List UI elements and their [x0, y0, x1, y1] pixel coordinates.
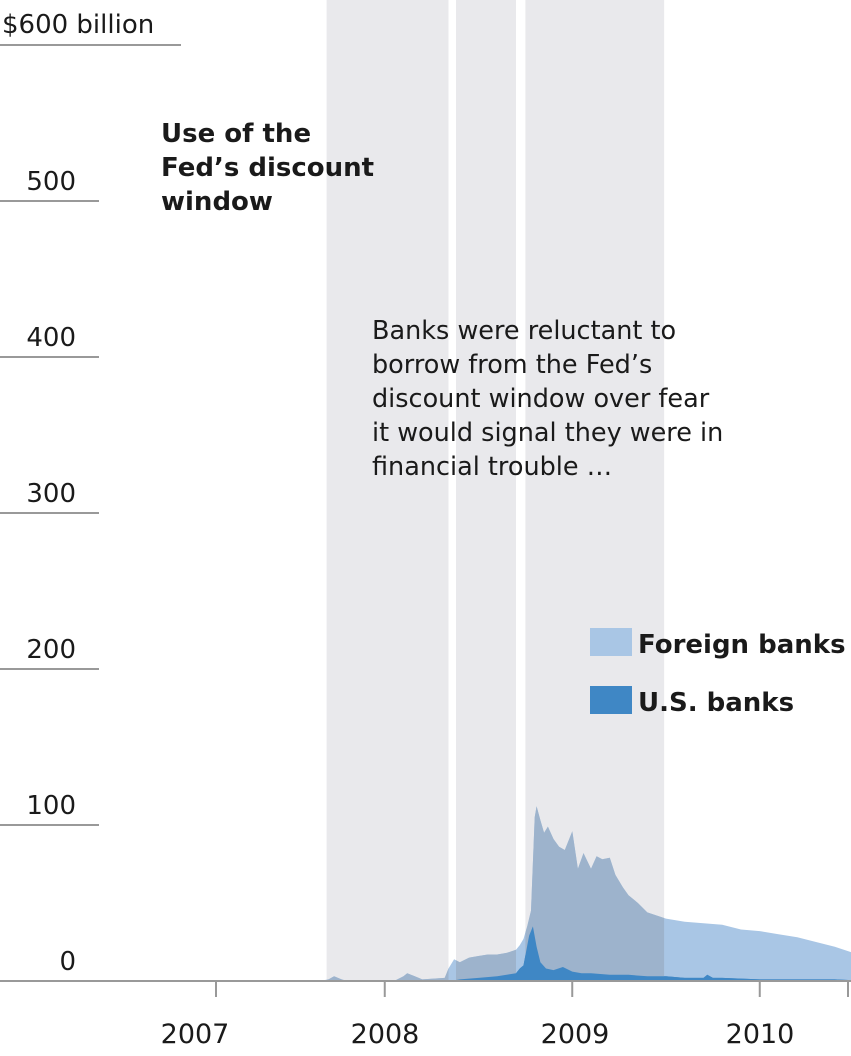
x-tick-label: 2007 — [161, 1019, 230, 1050]
x-tick-label: 2010 — [726, 1019, 795, 1050]
shaded-period — [525, 0, 665, 981]
annotation: Banks were reluctant to borrow from the … — [372, 316, 731, 482]
legend: Foreign banks U.S. banks — [590, 628, 846, 718]
annotation-line: discount window over fear — [372, 384, 710, 414]
shaded-periods — [326, 0, 665, 981]
chart-title-line: window — [161, 187, 273, 217]
chart-title: Use of the Fed’s discount window — [161, 119, 383, 217]
annotation-line: it would signal they were in — [372, 418, 723, 448]
annotation-line: Banks were reluctant to — [372, 316, 676, 346]
y-tick-label: 0 — [59, 947, 76, 977]
annotation-line: borrow from the Fed’s — [372, 350, 652, 380]
area-foreign-banks-shaded — [326, 806, 665, 981]
chart-title-line: Use of the — [161, 119, 311, 149]
area-series — [216, 806, 851, 981]
y-tick-label: 500 — [26, 167, 76, 197]
y-tick-label: 200 — [26, 635, 76, 665]
y-tick-label: 300 — [26, 479, 76, 509]
shaded-period — [326, 0, 449, 981]
chart-title-line: Fed’s discount — [161, 153, 374, 183]
y-axis: 0 100 200 300 400 500 $600 billion — [0, 10, 181, 977]
y-tick-label: 100 — [26, 791, 76, 821]
x-tick-label: 2009 — [541, 1019, 610, 1050]
legend-swatch-us-banks — [590, 686, 632, 714]
shaded-period — [456, 0, 516, 981]
annotation-line: financial trouble … — [372, 452, 612, 482]
y-unit-label: $600 billion — [2, 10, 154, 40]
x-axis: 2007 2008 2009 2010 — [0, 980, 851, 1050]
legend-label-us-banks: U.S. banks — [638, 688, 794, 718]
legend-swatch-foreign-banks — [590, 628, 632, 656]
legend-label-foreign-banks: Foreign banks — [638, 630, 846, 660]
y-tick-label: 400 — [26, 323, 76, 353]
area-us-banks-top — [216, 926, 851, 981]
x-tick-label: 2008 — [351, 1019, 420, 1050]
